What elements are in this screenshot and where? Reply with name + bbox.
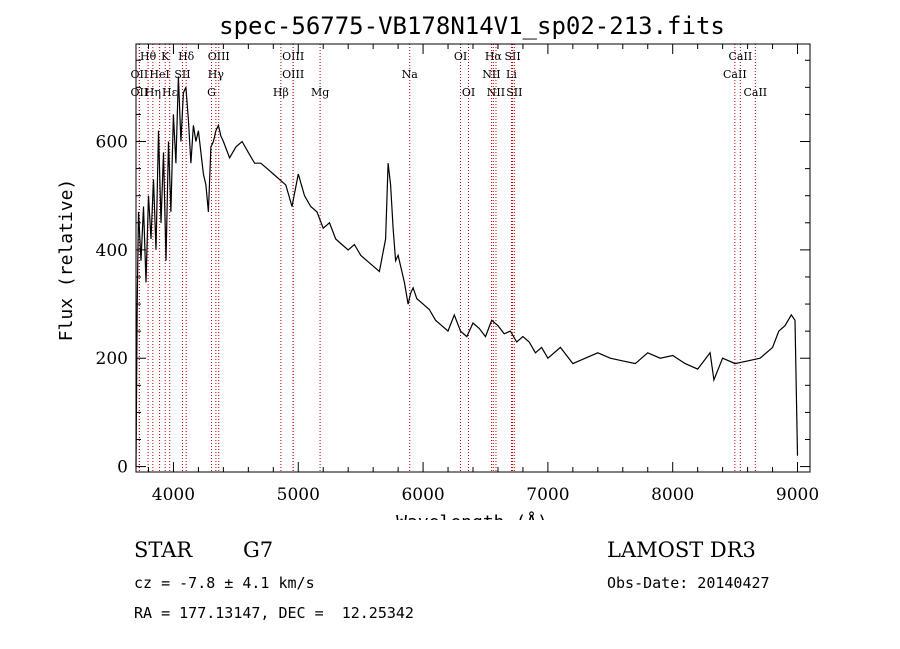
spectral-line-label: Hγ [208,68,225,81]
subclass: G7 [243,538,274,562]
y-tick-label: 0 [117,458,128,478]
y-tick-label: 200 [96,349,128,369]
spectrum-chart: spec-56775-VB178N14V1_sp02-213.fits Hθ OI… [56,12,819,520]
x-tick-label: 4000 [152,485,195,505]
coordinates-text: RA = 177.13147, DEC = 12.25342 [134,604,414,622]
y-axis-label: Flux (relative) [56,179,77,342]
spectral-line-label: Hη [145,86,161,99]
series-layer [135,76,799,467]
spectral-line-label: Hθ [140,50,157,63]
x-tick-label: 7000 [526,485,569,505]
spectral-line-label: CaII [723,68,747,81]
spectral-line-label: Hα [485,50,503,63]
x-tick-label: 8000 [651,485,694,505]
spectral-line-label: K [161,50,170,63]
x-tick-label: 5000 [277,485,320,505]
spectral-line-label: G [207,86,216,99]
spectral-line-label: Hδ [178,50,195,63]
spectral-line-label: CaII [729,50,753,63]
spectral-line-label: Li [506,68,517,81]
spectral-line-label: Hε [162,86,178,99]
ticks-layer: 4000 5000 6000 7000 8000 9000 0 200 400 600 [96,44,819,505]
spectral-line-label: HeI [149,68,169,81]
spectral-line-label: SII [506,86,522,99]
spectral-line-label: OI [462,86,475,99]
x-tick-label: 6000 [401,485,444,505]
spectral-line-label: OIII [208,50,230,63]
obs-date-text: Obs-Date: 20140427 [607,574,770,592]
spectral-line-label: NII [482,68,500,81]
spectral-line-label: SII [174,68,190,81]
spectral-line-label: Mg [311,86,329,99]
spectral-line-label: CaII [743,86,767,99]
spectral-line-label: Na [402,68,419,81]
survey-label: LAMOST DR3 [607,538,756,562]
spectral-line-label: SII [504,50,520,63]
spectral-line-label: OIII [282,68,304,81]
x-tick-label: 9000 [776,485,819,505]
y-tick-label: 400 [96,241,128,261]
x-axis-label: Wavelength (Å) [396,511,548,520]
redshift-text: cz = -7.8 ± 4.1 km/s [134,574,315,592]
y-tick-label: 600 [96,133,128,153]
spectral-line-label: NII [487,86,505,99]
spectral-line-label: OI [454,50,467,63]
plot-frame [135,43,811,473]
spectral-line-label: Hβ [273,86,289,99]
spectral-line-label: OII [131,86,149,99]
flux-series-line [135,76,799,467]
chart-title: spec-56775-VB178N14V1_sp02-213.fits [219,12,725,40]
object-class: STAR [134,538,193,562]
